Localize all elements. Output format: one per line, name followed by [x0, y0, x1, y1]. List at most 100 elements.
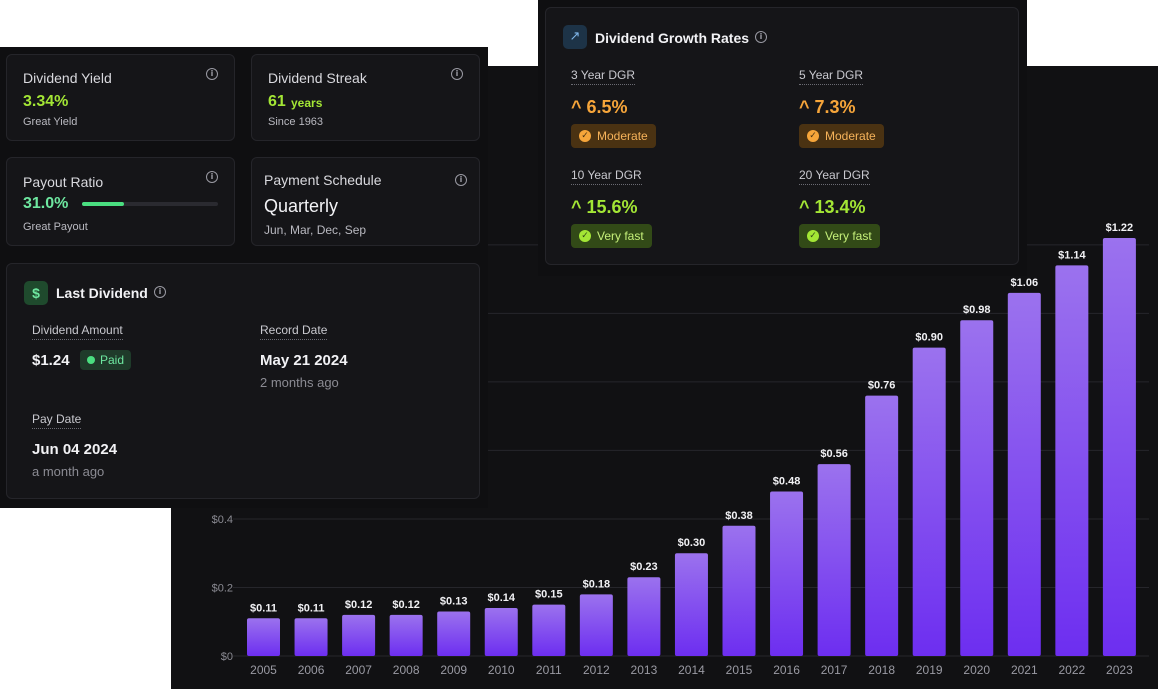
info-icon[interactable]: i: [206, 68, 218, 80]
bar: [770, 491, 804, 656]
bar: [247, 618, 280, 656]
check-icon: ✓: [807, 130, 819, 142]
status-dot-icon: [87, 356, 95, 364]
x-tick-label: 2019: [916, 663, 943, 677]
chevron-up-icon: ^: [799, 97, 815, 117]
x-tick-label: 2008: [393, 663, 420, 677]
info-icon[interactable]: i: [755, 31, 767, 43]
dgr-5y-rating-badge: ✓ Moderate: [799, 124, 884, 148]
record-date-label: Record Date: [260, 323, 328, 340]
y-tick-label: $0.2: [212, 582, 233, 594]
dividend-amount-label: Dividend Amount: [32, 323, 123, 340]
x-tick-label: 2010: [488, 663, 515, 677]
bar-chart-svg: $0 $0.2 $0.4 $0.11 2005 $0.11 2006 $0.12 2007 $0.…: [212, 222, 1149, 677]
bar: [1007, 292, 1041, 656]
paid-status-badge: Paid: [80, 350, 132, 370]
x-tick-label: 2023: [1106, 663, 1133, 677]
bar-data-label: $0.12: [392, 599, 420, 611]
dividend-streak-card: Dividend Streak i 61 years Since 1963: [251, 54, 480, 141]
payment-schedule-label: Payment Schedule: [264, 172, 382, 188]
dividend-streak-note: Since 1963: [268, 116, 324, 128]
x-tick-label: 2017: [821, 663, 848, 677]
bar-data-label: $0.18: [583, 578, 611, 590]
dgr-3y-label: 3 Year DGR: [571, 68, 636, 85]
dgr-5y-label: 5 Year DGR: [799, 68, 864, 85]
bar: [342, 614, 376, 656]
bar-data-label: $1.22: [1106, 222, 1134, 234]
payout-ratio-note: Great Payout: [23, 221, 88, 233]
dgr-3y-rating-badge: ✓ Moderate: [571, 124, 656, 148]
dgr-20y-rating-badge: ✓ Very fast: [799, 224, 880, 248]
x-tick-label: 2018: [868, 663, 895, 677]
dgr-10y-rating-badge: ✓ Very fast: [571, 224, 652, 248]
info-icon[interactable]: i: [455, 174, 467, 186]
growth-title: Dividend Growth Rates: [595, 30, 750, 46]
dividend-yield-note: Great Yield: [23, 116, 78, 128]
dividend-yield-label: Dividend Yield: [23, 70, 112, 86]
bar: [912, 347, 946, 656]
dgr-10y-label: 10 Year DGR: [571, 168, 642, 185]
record-date-value: May 21 2024: [260, 352, 348, 369]
y-tick-label: $0.4: [212, 514, 233, 526]
bar-data-label: $0.38: [725, 510, 753, 522]
payout-ratio-value: 31.0%: [23, 195, 69, 212]
dividend-growth-card: ↗ Dividend Growth Rates i 3 Year DGR ^ 6…: [545, 7, 1019, 265]
chevron-up-icon: ^: [799, 197, 815, 217]
check-icon: ✓: [807, 230, 819, 242]
pay-date-relative: a month ago: [32, 464, 105, 479]
x-tick-label: 2011: [536, 663, 562, 677]
dividend-yield-value: 3.34%: [23, 93, 69, 110]
info-icon[interactable]: i: [154, 286, 166, 298]
x-tick-label: 2005: [250, 663, 277, 677]
chevron-up-icon: ^: [571, 197, 587, 217]
dividend-stats-panel: Dividend Yield i 3.34% Great Yield Divid…: [0, 47, 488, 508]
bar: [579, 594, 613, 656]
bar: [817, 464, 851, 656]
dividend-streak-label: Dividend Streak: [268, 70, 367, 86]
bar-data-label: $0.14: [487, 592, 515, 604]
payment-schedule-card: Payment Schedule i Quarterly Jun, Mar, D…: [251, 157, 480, 246]
bar: [532, 604, 566, 656]
dgr-10y-value: ^ 15.6%: [571, 197, 638, 217]
bar-data-label: $0.48: [773, 476, 801, 488]
bar-data-label: $0.11: [250, 602, 277, 614]
info-icon[interactable]: i: [451, 68, 463, 80]
bar: [437, 611, 471, 656]
bar: [960, 320, 994, 656]
bar: [484, 608, 518, 656]
chevron-up-icon: ^: [571, 97, 587, 117]
x-tick-label: 2013: [631, 663, 658, 677]
bar-data-label: $0.11: [298, 602, 325, 614]
dividend-amount-value: $1.24: [32, 352, 70, 369]
paid-status-text: Paid: [100, 353, 125, 367]
info-icon[interactable]: i: [206, 171, 218, 183]
bar-data-label: $0.76: [868, 380, 896, 392]
bar-data-label: $0.12: [345, 599, 373, 611]
pay-date-value: Jun 04 2024: [32, 441, 118, 458]
x-tick-label: 2022: [1058, 663, 1085, 677]
bar: [1055, 265, 1089, 656]
dgr-20y-value: ^ 13.4%: [799, 197, 866, 217]
bar-data-label: $1.06: [1011, 277, 1039, 289]
bar: [674, 553, 708, 656]
bar: [1102, 238, 1136, 656]
payout-ratio-label: Payout Ratio: [23, 174, 104, 190]
check-icon: ✓: [579, 130, 591, 142]
x-tick-label: 2014: [678, 663, 705, 677]
y-tick-label: $0: [221, 651, 233, 663]
bar-data-label: $0.15: [535, 589, 563, 601]
check-icon: ✓: [579, 230, 591, 242]
bar: [722, 525, 756, 656]
bar-data-label: $0.23: [630, 561, 658, 573]
bar-data-label: $0.56: [820, 448, 848, 460]
payout-ratio-card: Payout Ratio i 31.0% Great Payout: [6, 157, 235, 246]
x-tick-label: 2015: [726, 663, 753, 677]
pay-date-label: Pay Date: [32, 412, 82, 429]
bar-data-label: $0.98: [963, 304, 991, 316]
dividend-streak-unit: years: [291, 96, 323, 110]
record-date-relative: 2 months ago: [260, 375, 339, 390]
bar: [865, 395, 899, 656]
dgr-3y-value: ^ 6.5%: [571, 97, 628, 117]
payout-ratio-bar-fill: [82, 202, 125, 206]
bar-data-label: $0.30: [678, 537, 706, 549]
